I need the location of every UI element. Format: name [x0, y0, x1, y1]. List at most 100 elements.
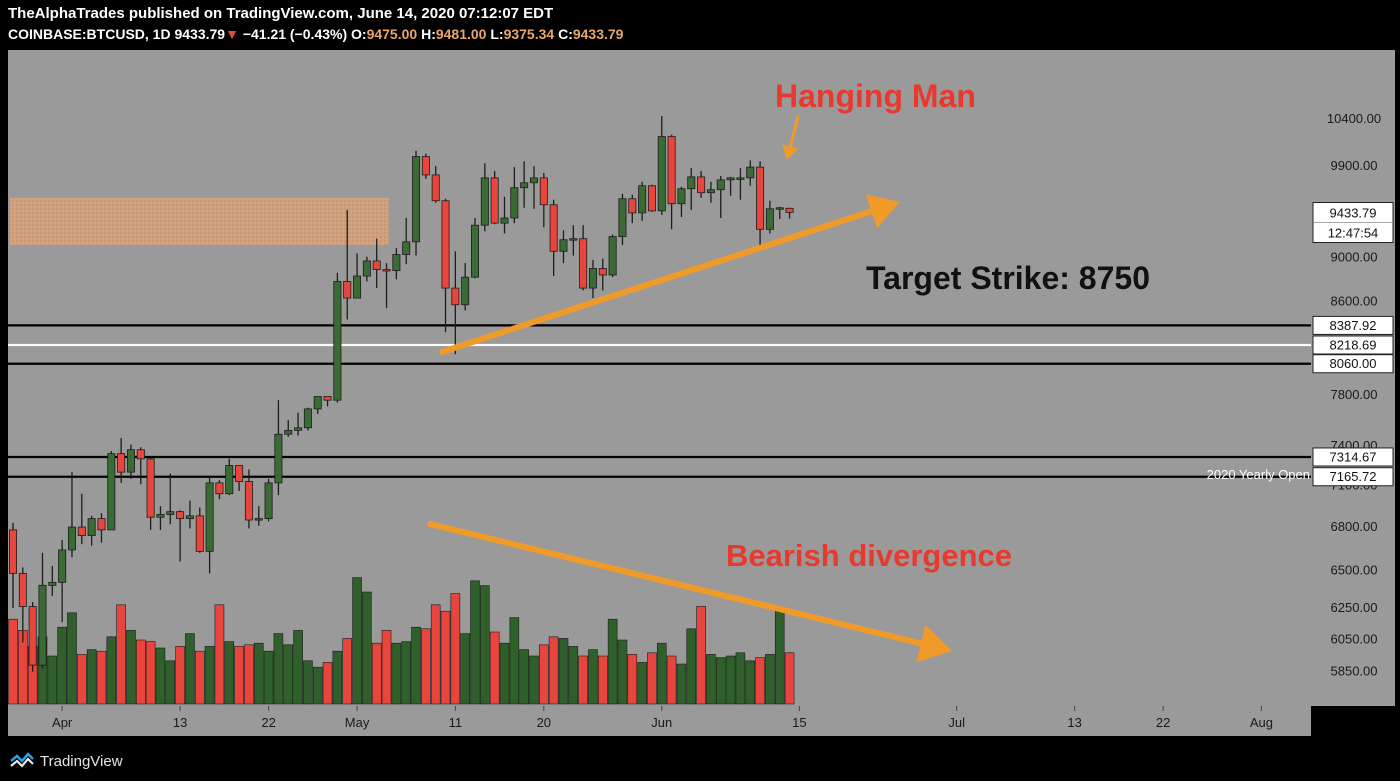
candle-body [18, 572, 27, 607]
volume-bar [676, 663, 687, 705]
volume-bar [303, 660, 313, 705]
y-tick-label: 10400.00 [1327, 111, 1381, 126]
y-tick-label: 6800.00 [1331, 519, 1378, 534]
candle-body [8, 529, 17, 574]
x-tick-label: 11 [449, 715, 463, 730]
volume-bar [96, 650, 107, 705]
x-tick-label: Jul [948, 715, 965, 730]
candle-body [716, 179, 725, 191]
uptrend-arrow-head [865, 194, 900, 229]
price-axis[interactable] [1311, 50, 1395, 706]
candle-body [156, 514, 165, 518]
symbol-label: COINBASE:BTCUSD, 1D [8, 26, 171, 42]
time-axis[interactable] [8, 706, 1311, 736]
candle-body [126, 449, 135, 473]
volume-bar [106, 636, 117, 705]
candle-body [294, 427, 303, 431]
candle-body [274, 433, 283, 484]
volume-bar [362, 591, 372, 705]
volume-bar [135, 639, 146, 705]
candle-body [136, 449, 145, 460]
level-price-label: 8387.92 [1330, 318, 1377, 333]
volume-bar [784, 652, 795, 705]
x-tick-label: 22 [261, 715, 275, 730]
hanging-man-annotation: Hanging Man [775, 78, 976, 114]
y-tick-label: 7800.00 [1331, 387, 1378, 402]
x-tick-label: 15 [792, 715, 806, 730]
candle-body [431, 174, 440, 202]
candle-body [461, 276, 470, 306]
tradingview-logo-icon [10, 752, 34, 768]
candle-body [500, 217, 509, 224]
level-price-label: 8218.69 [1330, 337, 1377, 352]
volume-bar [765, 654, 775, 705]
volume-bar [725, 655, 736, 705]
candle-body [638, 185, 647, 214]
y-tick-label: 8600.00 [1331, 293, 1378, 308]
volume-bar [509, 617, 520, 705]
volume-bar [470, 580, 480, 705]
volume-bar [607, 618, 618, 705]
volume-bar [381, 630, 392, 705]
candle-body [657, 136, 666, 212]
ohlc-line: COINBASE:BTCUSD, 1D 9433.79▼ −41.21 (−0.… [8, 24, 1388, 44]
target-strike-annotation: Target Strike: 8750 [866, 260, 1150, 296]
candle-body [382, 269, 391, 272]
high-label: H: [421, 26, 436, 42]
volume-bar [293, 630, 303, 705]
candle-body [117, 453, 126, 473]
candle-body [195, 515, 204, 552]
candle-body [765, 208, 774, 230]
volume-bar [332, 650, 343, 705]
volume-bar [283, 644, 294, 705]
volume-bar [244, 644, 254, 705]
candle-body [343, 281, 352, 299]
volume-bar [647, 652, 657, 705]
volume-bar [77, 654, 87, 705]
candle-body [598, 268, 607, 276]
candle-body [244, 481, 253, 521]
candle-body [67, 526, 76, 551]
volume-bar [578, 655, 588, 705]
volume-bar [460, 633, 470, 705]
divergence-arrow-shaft [427, 521, 924, 647]
level-price-box [1312, 447, 1394, 467]
y-tick-label: 9900.00 [1331, 158, 1378, 173]
volume-bar [126, 630, 136, 705]
volume-bar [489, 631, 500, 705]
candle-body [412, 156, 421, 243]
candle-body [87, 518, 96, 536]
candle-body [402, 241, 411, 255]
candle-body [785, 207, 794, 213]
divergence-arrow-head [916, 624, 952, 663]
candle-body [264, 482, 273, 520]
volume-bar [175, 646, 185, 705]
volume-bar [401, 641, 412, 705]
close-value: 9433.79 [572, 26, 624, 42]
footer: TradingView [10, 748, 123, 774]
volume-bar [656, 642, 667, 705]
volume-bar [224, 641, 235, 705]
tradingview-brand: TradingView [40, 752, 123, 770]
candle-body [756, 166, 765, 230]
volume-bar [352, 577, 362, 705]
volume-bar [273, 633, 284, 705]
candle-body [618, 198, 627, 238]
volume-bar [568, 646, 579, 705]
open-value: 9475.00 [366, 26, 418, 42]
candle-body [569, 238, 578, 241]
volume-bar [8, 618, 18, 705]
candle-body [451, 287, 460, 306]
volume-bar [214, 604, 225, 705]
volume-bar [194, 650, 205, 705]
candle-body [667, 136, 676, 205]
price-change: −41.21 (−0.43%) [242, 26, 348, 42]
last-price: 9433.79 [174, 26, 226, 42]
candle-body [746, 166, 755, 179]
volume-bar [519, 649, 529, 705]
volume-bar [735, 652, 746, 705]
volume-bar [145, 641, 156, 705]
volume-bar [637, 662, 647, 705]
